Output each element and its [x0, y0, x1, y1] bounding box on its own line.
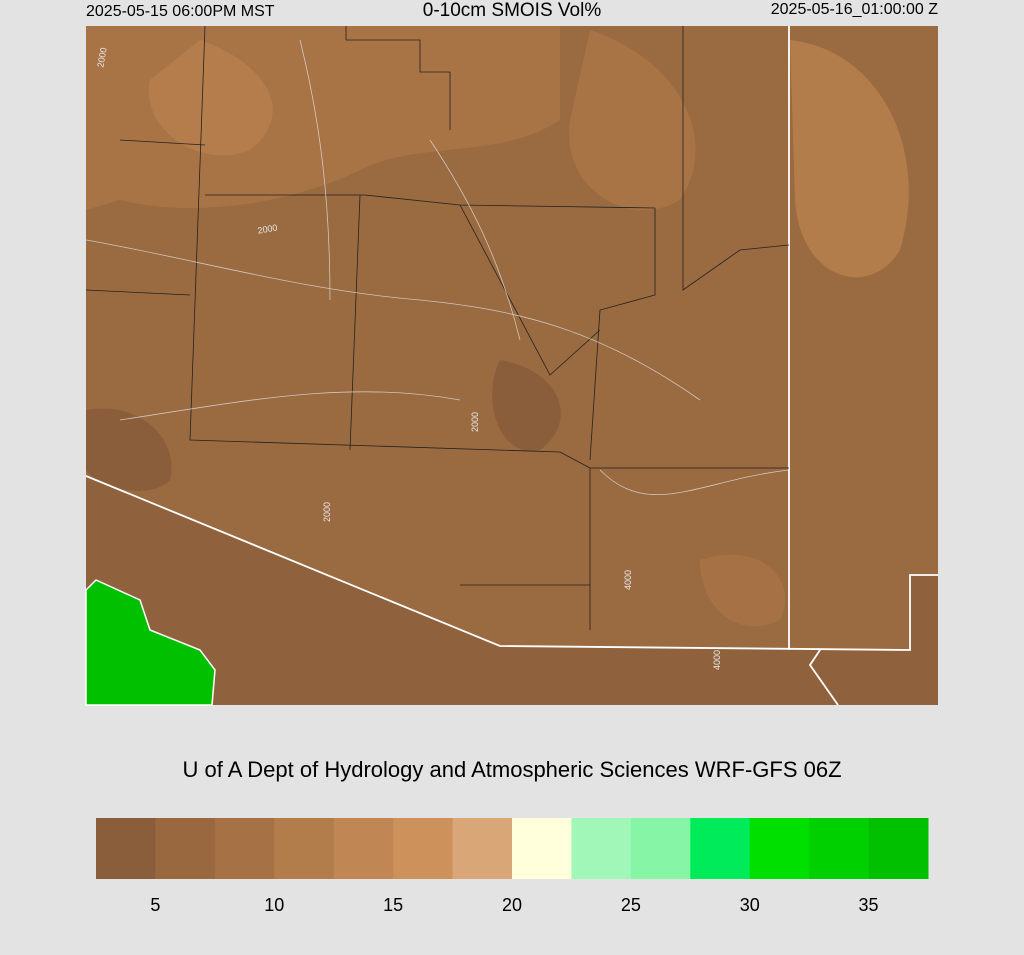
colorbar-swatch — [809, 818, 870, 879]
colorbar-swatch — [155, 818, 216, 879]
colorbar-tick-label: 20 — [502, 895, 522, 915]
valid-utc-time: 2025-05-16_01:00:00 Z — [771, 1, 938, 18]
colorbar-swatch — [868, 818, 929, 879]
contour-labels: 2000 2000 2000 2000 4000 4000 — [95, 47, 722, 670]
contour-label: 2000 — [322, 502, 332, 522]
moist-region — [148, 40, 273, 156]
map: 2000 2000 2000 2000 4000 4000 — [85, 25, 938, 706]
moist-region — [790, 40, 909, 278]
colorbar-swatch — [749, 818, 810, 879]
moist-region — [569, 30, 696, 211]
water-body — [85, 579, 216, 706]
colorbar-tick-label: 25 — [621, 895, 641, 915]
colorbar-swatch — [452, 818, 513, 879]
county-lines — [85, 25, 790, 630]
colorbar-swatch — [274, 818, 335, 879]
map-title: 0-10cm SMOIS Vol% — [423, 0, 602, 21]
contour-label: 4000 — [712, 650, 722, 670]
colorbar-swatch — [333, 818, 394, 879]
dry-region — [86, 408, 172, 491]
colorbar-swatch — [96, 818, 156, 879]
moist-region — [700, 554, 786, 627]
dry-region — [492, 360, 561, 452]
colorbar-tick-label: 30 — [740, 895, 760, 915]
colorbar-swatch — [512, 818, 572, 879]
colorbar-swatch — [690, 818, 751, 879]
credit: U of A Dept of Hydrology and Atmospheric… — [182, 757, 841, 782]
colorbar-tick-label: 5 — [150, 895, 160, 915]
contour-label: 2000 — [95, 47, 108, 68]
contour-label: 2000 — [257, 222, 278, 235]
colorbar-swatch — [393, 818, 454, 879]
border-lines — [85, 26, 938, 706]
colorbar-swatch — [214, 818, 275, 879]
valid-local-time: 2025-05-15 06:00PM MST — [86, 3, 275, 20]
colorbar: 5 10 15 20 25 30 35 — [96, 818, 929, 915]
contour-label: 4000 — [623, 570, 633, 590]
colorbar-swatch — [630, 818, 691, 879]
colorbar-tick-label: 10 — [264, 895, 284, 915]
colorbar-swatch — [571, 818, 632, 879]
contour-label: 2000 — [470, 412, 480, 432]
colorbar-tick-label: 15 — [383, 895, 403, 915]
road-lines — [85, 39, 790, 495]
colorbar-tick-label: 35 — [859, 895, 879, 915]
mexico-region — [86, 476, 938, 705]
